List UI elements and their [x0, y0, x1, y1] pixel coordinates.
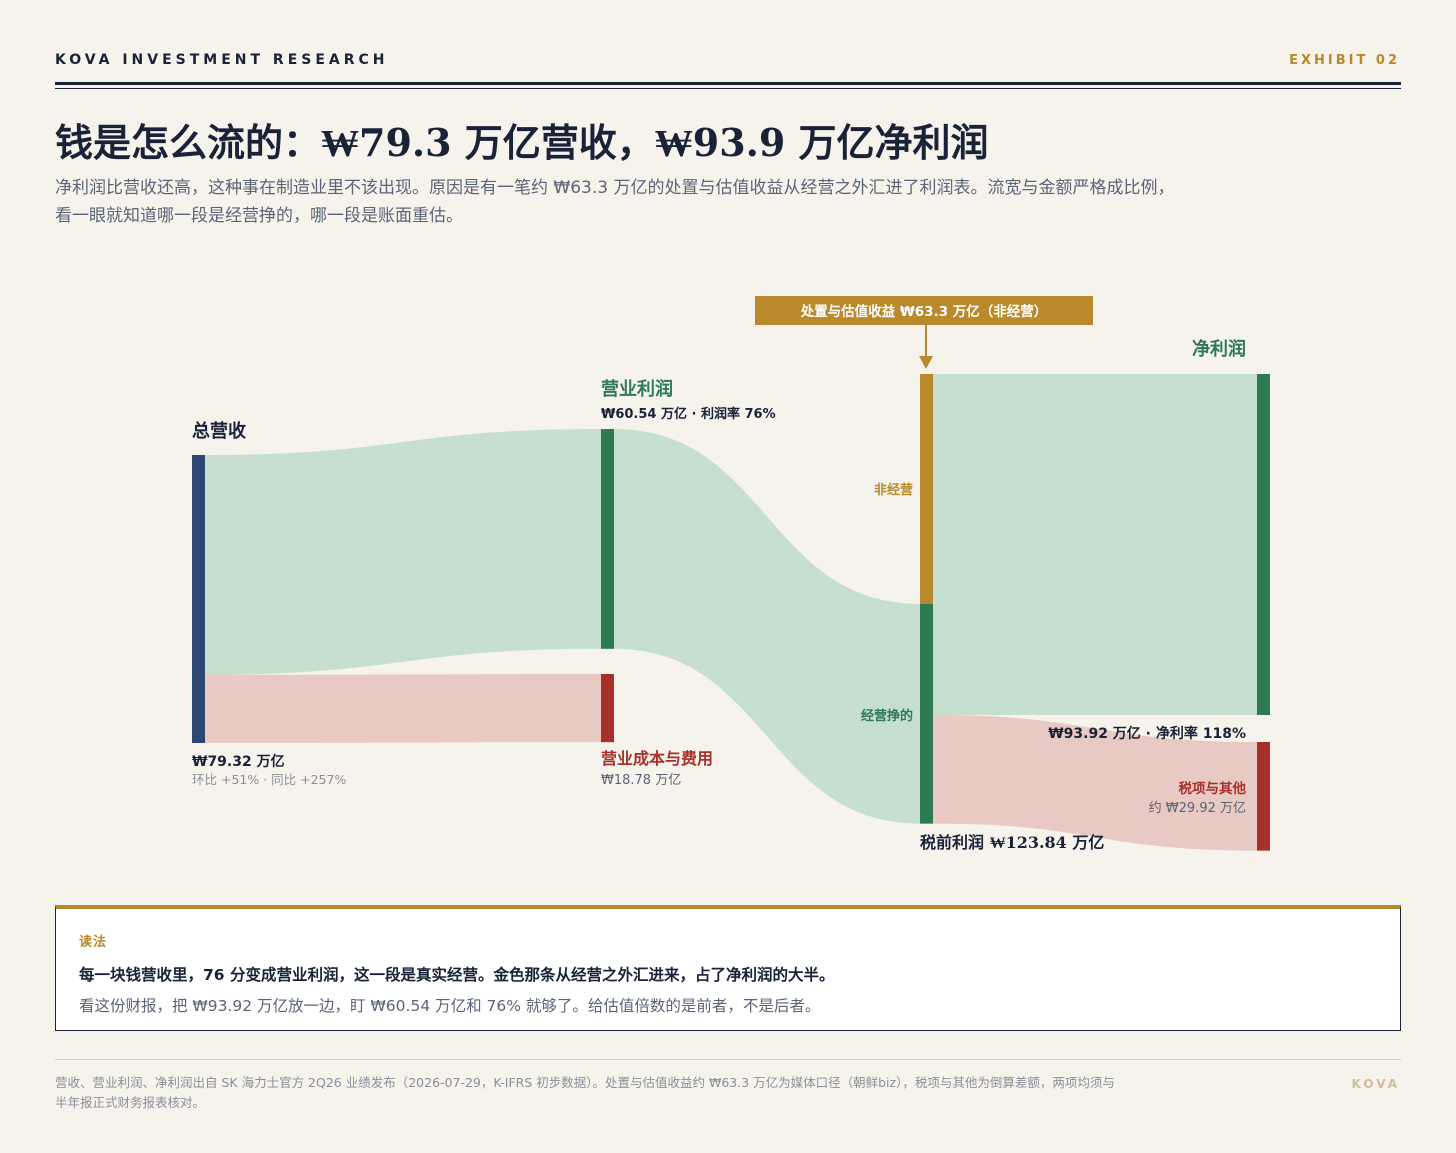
flow-revenue-to-op-cost	[205, 674, 601, 743]
inflow-arrow-head	[919, 356, 933, 369]
pretax-title: 税前利润 ₩123.84 万亿	[920, 833, 1104, 852]
flow-revenue-to-op-profit	[205, 429, 601, 675]
reading-panel: 读法 每一块钱营收里，76 分变成营业利润，这一段是真实经营。金色那条从经营之外…	[55, 905, 1401, 1031]
revenue-value: ₩79.32 万亿	[192, 753, 285, 770]
reading-tag: 读法	[79, 935, 108, 950]
reading-body: 看这份财报，把 ₩93.92 万亿放一边，盯 ₩60.54 万亿和 76% 就够…	[79, 997, 821, 1015]
reading-lead: 每一块钱营收里，76 分变成营业利润，这一段是真实经营。金色那条从经营之外汇进来…	[79, 966, 835, 984]
op-profit-value: ₩60.54 万亿 · 利润率 76%	[601, 406, 776, 422]
flow-pretax-to-tax	[933, 715, 1257, 851]
op-cost-value: ₩18.78 万亿	[601, 773, 681, 788]
node-op-cost	[601, 674, 614, 743]
brand-name: KOVA INVESTMENT RESEARCH	[55, 52, 389, 68]
node-revenue	[192, 455, 205, 743]
flow-pretax-to-net-profit	[933, 374, 1257, 716]
pretax-non-operating-label: 非经营	[874, 482, 913, 498]
node-op-profit	[601, 429, 614, 649]
revenue-title: 总营收	[192, 420, 246, 442]
footer-brand: KOVA	[1351, 1077, 1400, 1091]
page-subtitle: 净利润比营收还高，这种事在制造业里不该出现。原因是有一笔约 ₩63.3 万亿的处…	[55, 178, 1175, 226]
footer-rule	[55, 1059, 1401, 1060]
op-profit-title: 营业利润	[601, 378, 673, 400]
node-net-profit	[1257, 374, 1270, 716]
pretax-operating-label: 经营挣的	[861, 708, 913, 724]
node-pretax-non-operating	[920, 374, 933, 604]
flow-op-profit-to-pretax	[614, 429, 920, 824]
source-footnote: 营收、营业利润、净利润出自 SK 海力士官方 2Q26 业绩发布（2026-07…	[55, 1075, 1115, 1110]
net-profit-title: 净利润	[1192, 338, 1246, 360]
node-tax-other	[1257, 742, 1270, 851]
revenue-growth: 环比 +51% · 同比 +257%	[192, 772, 346, 787]
inflow-callout-box	[755, 296, 1093, 325]
exhibit-number: EXHIBIT 02	[1289, 53, 1400, 68]
header-rule-thin	[55, 88, 1401, 89]
inflow-callout-label: 处置与估值收益 ₩63.3 万亿（非经营）	[800, 303, 1048, 320]
node-pretax-operating	[920, 603, 933, 824]
net-profit-value: ₩93.92 万亿 · 净利率 118%	[1048, 725, 1246, 742]
tax-other-title: 税项与其他	[1179, 780, 1247, 797]
op-cost-title: 营业成本与费用	[601, 749, 713, 768]
page-title: 钱是怎么流的：₩79.3 万亿营收，₩93.9 万亿净利润	[55, 120, 989, 165]
header-rule	[55, 82, 1401, 85]
tax-other-value: 约 ₩29.92 万亿	[1149, 801, 1246, 816]
